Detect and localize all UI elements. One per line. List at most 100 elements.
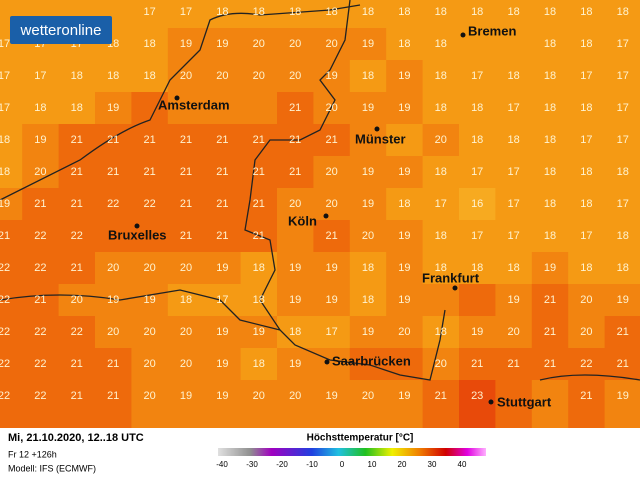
temp-value: 18 [435,70,447,82]
temp-cell [0,380,24,428]
temp-cell [531,220,570,253]
legend-tick: -10 [306,460,318,469]
temp-value: 22 [34,262,46,274]
temp-cell [349,0,388,29]
temp-cell [167,380,206,428]
temp-cell [0,252,24,285]
city-label: Köln [288,213,317,228]
temp-value: 21 [617,326,629,338]
temp-value: 20 [289,198,301,210]
temp-cell [531,60,570,93]
temp-value: 20 [253,38,265,50]
logo: wetteronline [20,22,102,39]
temp-cell [349,60,388,93]
temp-cell [422,28,460,61]
temp-cell [568,0,606,29]
temp-value: 19 [216,38,228,50]
temp-cell [386,316,424,349]
temp-value: 21 [435,390,447,402]
temp-value: 18 [507,134,519,146]
temp-value: 19 [362,326,374,338]
temp-value: 20 [71,294,83,306]
temp-cell [604,348,640,381]
temp-cell [531,316,570,349]
temp-value: 18 [544,166,556,178]
temp-cell [422,0,460,29]
temp-value: 19 [398,102,410,114]
temp-value: 19 [216,390,228,402]
legend-tick: 10 [368,460,377,469]
temp-cell [531,0,570,29]
temp-value: 19 [617,390,629,402]
temp-value: 22 [34,230,46,242]
temp-cell [204,188,242,221]
temp-value: 20 [34,166,46,178]
temp-value: 22 [0,358,10,370]
temp-cell [58,348,96,381]
temp-cell [386,188,424,221]
temp-cell [459,124,497,157]
temp-value: 18 [471,262,483,274]
temp-cell [167,188,206,221]
temp-cell [95,92,133,125]
temp-value: 20 [143,326,155,338]
temp-cell [495,380,533,428]
temp-cell [349,316,388,349]
temp-cell [313,92,351,125]
temp-cell [0,348,24,381]
temp-cell [422,124,460,157]
temp-value: 19 [398,390,410,402]
temp-value: 19 [216,262,228,274]
temp-value: 22 [34,358,46,370]
footer-model: Modell: IFS (ECMWF) [8,463,96,473]
temp-cell [422,380,460,428]
temp-value: 17 [580,70,592,82]
temp-value: 19 [0,198,10,210]
temp-value: 21 [180,198,192,210]
temp-cell [349,156,388,189]
temp-value: 18 [143,70,155,82]
temp-cell [568,60,606,93]
temp-cell [568,316,606,349]
temp-cell [349,124,388,157]
temp-value: 19 [471,326,483,338]
temp-value: 20 [435,358,447,370]
temp-cell [95,348,133,381]
temp-value: 21 [544,358,556,370]
temp-value: 19 [325,262,337,274]
temp-cell [386,28,424,61]
temp-value: 23 [471,390,483,402]
temp-value: 19 [216,326,228,338]
temp-value: 20 [143,358,155,370]
temp-cell [58,252,96,285]
city-dot [134,223,140,229]
temp-value: 22 [0,390,10,402]
temp-value: 18 [471,102,483,114]
temp-cell [531,380,570,428]
temp-cell [459,92,497,125]
temp-cell [0,156,24,189]
temp-value: 19 [216,358,228,370]
temp-value: 19 [289,262,301,274]
temp-cell [22,284,60,317]
temp-value: 18 [580,38,592,50]
temp-cell [0,188,24,221]
temp-value: 20 [107,326,119,338]
temp-cell [459,188,497,221]
temp-value: 18 [398,198,410,210]
temp-value: 19 [362,198,374,210]
temp-cell [568,252,606,285]
temp-cell [604,92,640,125]
temp-cell [531,252,570,285]
temp-value: 17 [471,230,483,242]
temp-cell [131,380,169,428]
temp-value: 20 [180,326,192,338]
temp-value: 21 [180,166,192,178]
temp-value: 19 [325,294,337,306]
temp-cell [459,348,497,381]
temp-cell [131,252,169,285]
temp-cell [495,92,533,125]
legend-title: Höchsttemperatur [°C] [307,433,414,444]
temp-cell [386,284,424,317]
temp-value: 18 [362,262,374,274]
